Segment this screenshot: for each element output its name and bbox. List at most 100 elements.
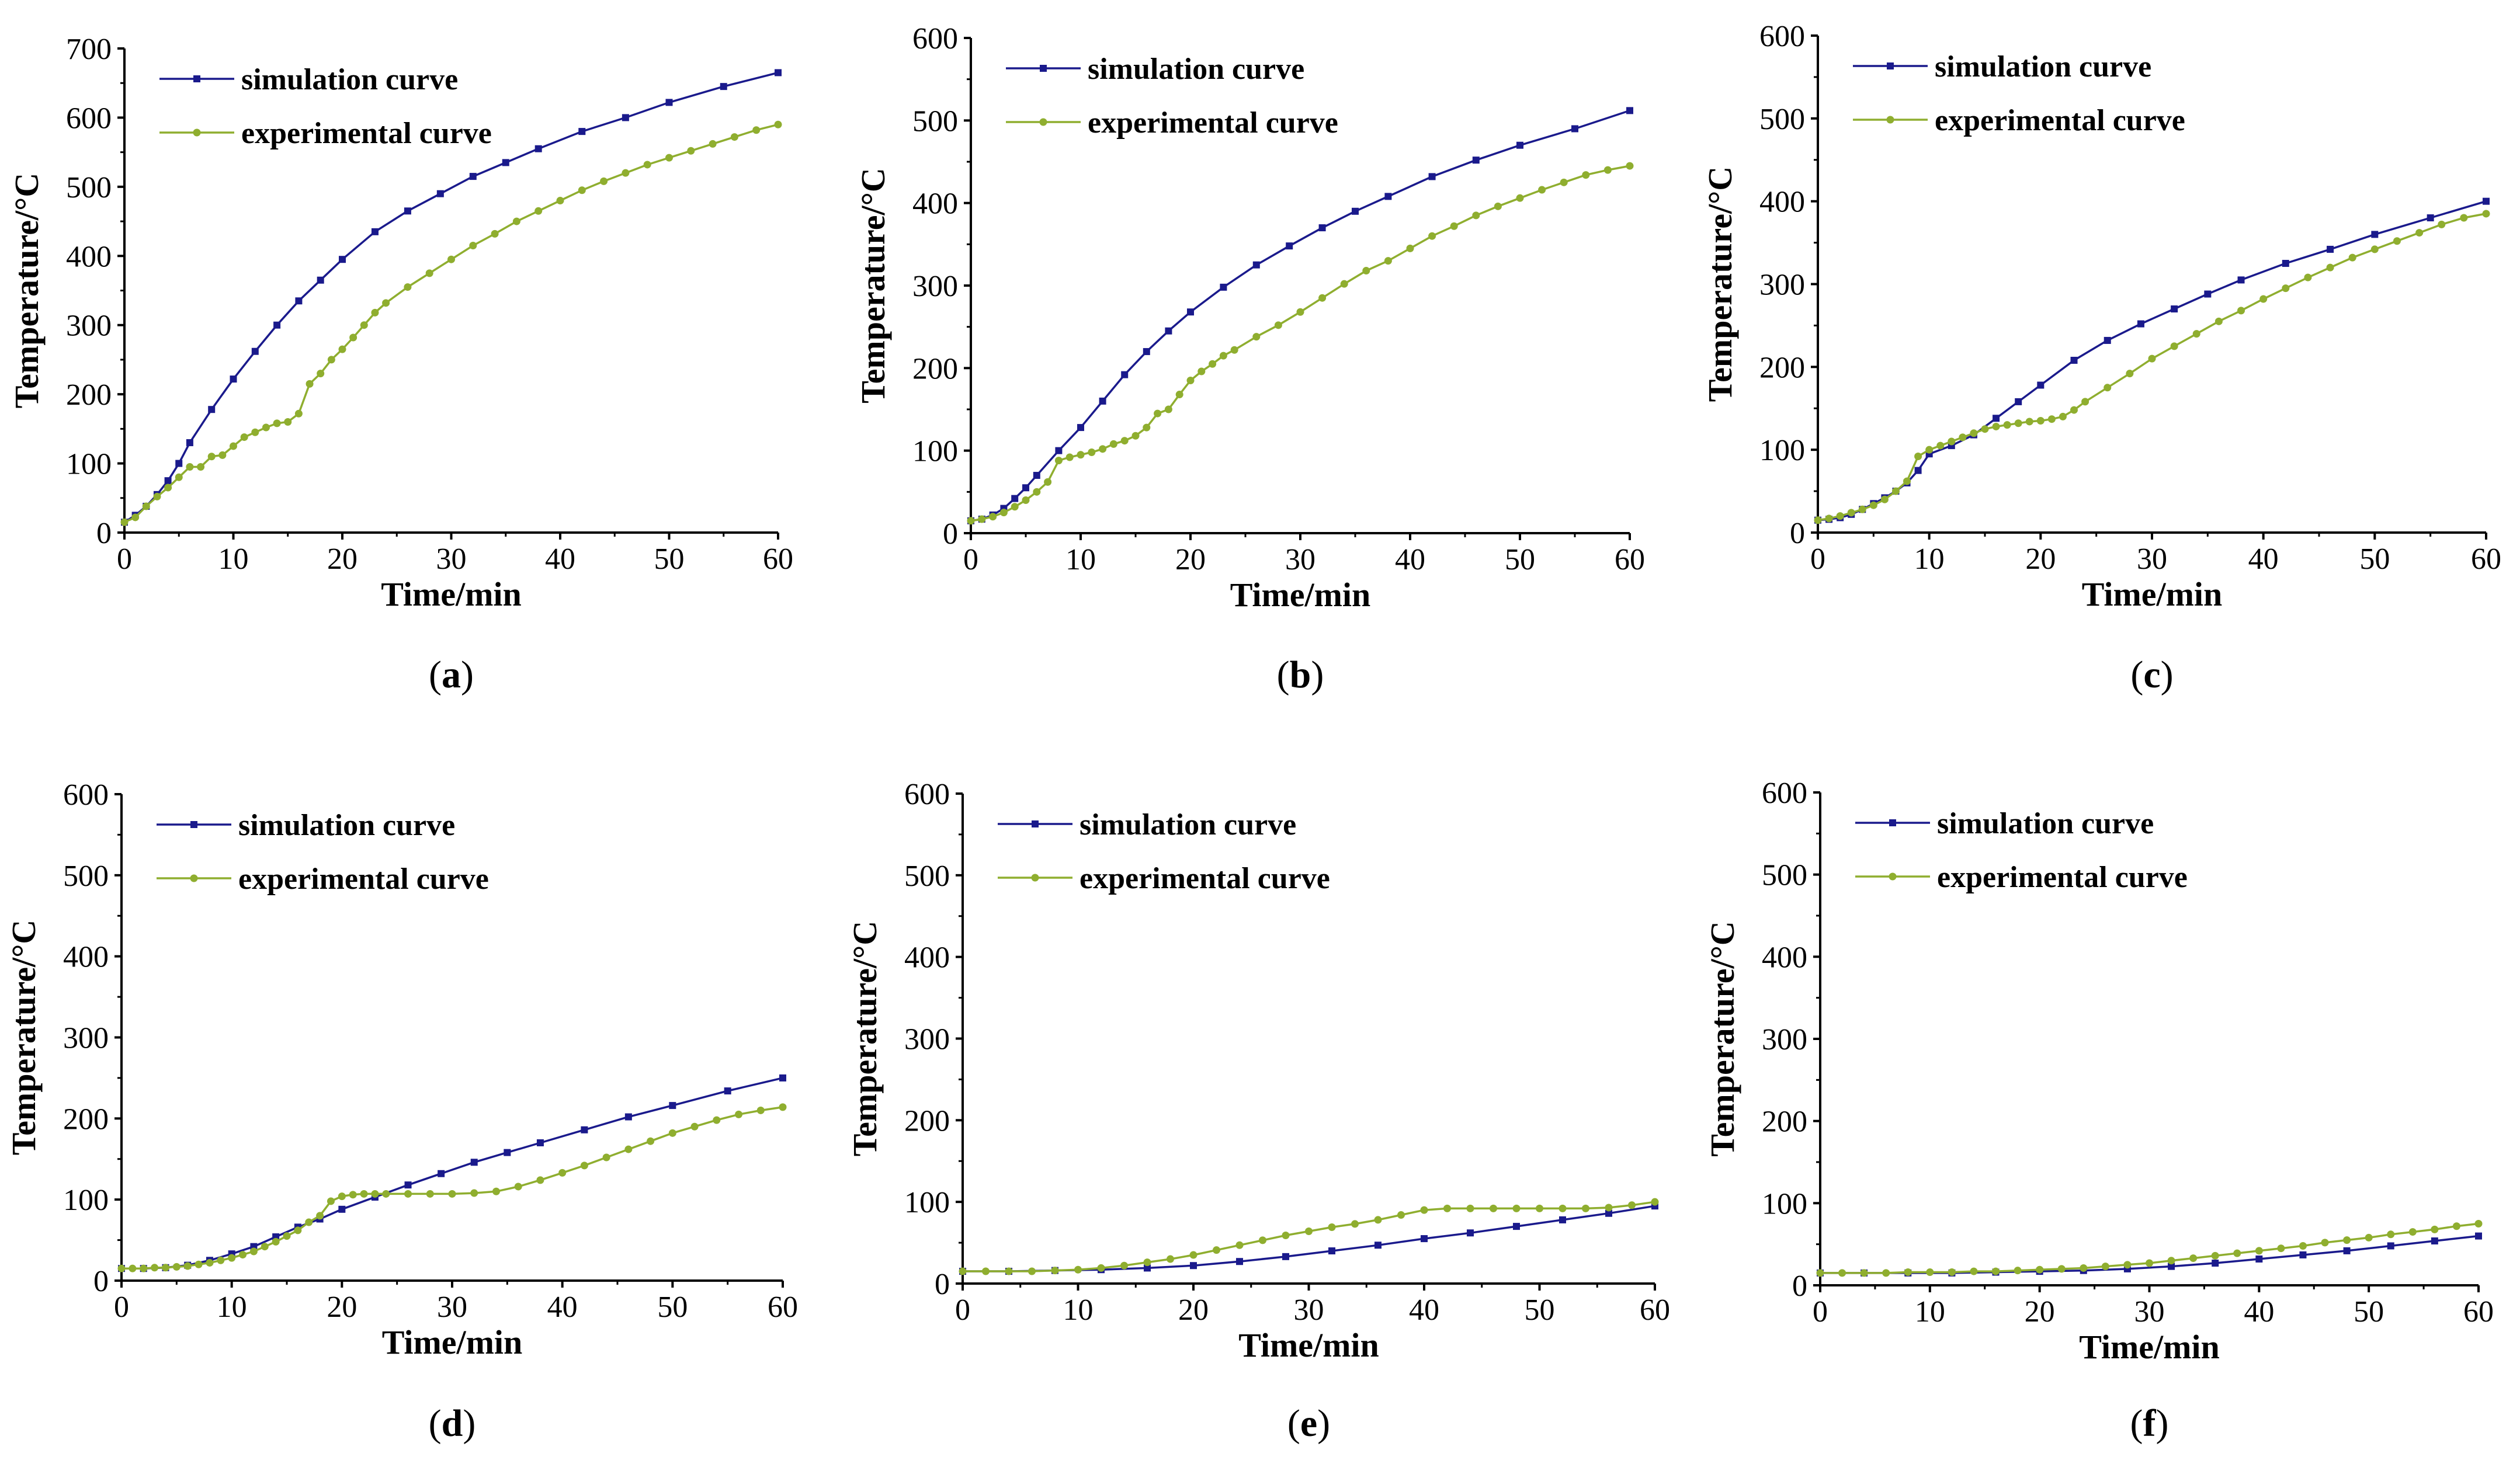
simulation-point — [1352, 207, 1359, 215]
experimental-point — [1397, 1211, 1405, 1219]
experimental-point — [1628, 1201, 1636, 1209]
experimental-point — [491, 229, 499, 238]
simulation-point — [1252, 261, 1260, 269]
experimental-point — [779, 1103, 787, 1111]
experimental-point — [1869, 501, 1877, 509]
experimental-series-line — [122, 1106, 783, 1270]
experimental-point — [643, 161, 651, 169]
y-tick-label: 100 — [66, 448, 112, 481]
simulation-point — [186, 439, 193, 447]
simulation-legend-marker — [190, 821, 197, 828]
simulation-point — [438, 1170, 445, 1177]
experimental-point — [580, 1162, 588, 1170]
x-tick-label: 40 — [1409, 1293, 1439, 1327]
simulation-point — [404, 207, 411, 215]
simulation-point — [1328, 1247, 1335, 1255]
experimental-point — [273, 419, 281, 427]
experimental-point — [1213, 1246, 1220, 1254]
x-tick-label: 20 — [2025, 543, 2056, 576]
experimental-legend-marker — [1031, 874, 1039, 882]
experimental-point — [2321, 1239, 2329, 1247]
x-tick-label: 30 — [1285, 543, 1315, 576]
y-tick-label: 600 — [63, 778, 109, 812]
experimental-point — [1825, 514, 1833, 523]
experimental-point — [284, 418, 292, 426]
simulation-legend-label: simulation curve — [1088, 53, 1304, 86]
simulation-point — [622, 114, 629, 121]
y-tick-label: 300 — [63, 1022, 109, 1055]
experimental-legend-label: experimental curve — [1937, 861, 2188, 894]
experimental-point — [2282, 284, 2290, 293]
y-tick-label: 100 — [904, 1186, 950, 1219]
experimental-point — [2101, 1263, 2109, 1271]
caption-letter: a — [442, 653, 461, 696]
experimental-point — [448, 1190, 456, 1198]
experimental-legend-marker — [1889, 872, 1897, 881]
experimental-point — [1428, 232, 1436, 240]
experimental-point — [556, 197, 564, 205]
caption-letter: b — [1290, 653, 1311, 696]
simulation-point — [1516, 141, 1523, 149]
experimental-point — [1914, 453, 1922, 461]
simulation-point — [2137, 320, 2144, 328]
simulation-point — [1384, 193, 1392, 200]
experimental-point — [1603, 166, 1612, 174]
experimental-point — [1406, 244, 1414, 252]
experimental-point — [1209, 360, 1217, 368]
experimental-point — [1926, 1268, 1934, 1276]
simulation-point — [1121, 371, 1129, 378]
experimental-legend-marker — [190, 874, 198, 882]
simulation-point — [339, 256, 346, 263]
experimental-point — [1560, 178, 1568, 186]
experimental-point — [382, 1190, 390, 1198]
simulation-point — [1220, 283, 1227, 291]
simulation-point — [2371, 231, 2379, 238]
experimental-point — [1538, 186, 1546, 194]
experimental-point — [1882, 1269, 1890, 1277]
experimental-point — [2255, 1247, 2263, 1255]
experimental-point — [195, 1260, 203, 1268]
experimental-point — [1154, 409, 1162, 418]
simulation-point — [2212, 1260, 2219, 1267]
experimental-point — [622, 169, 630, 177]
simulation-point — [624, 1113, 632, 1121]
y-axis-label: Temperature/°C — [8, 173, 46, 408]
experimental-point — [2167, 1257, 2175, 1265]
x-tick-label: 40 — [2248, 543, 2279, 576]
experimental-point — [1022, 496, 1030, 504]
caption-close-paren: ) — [2155, 1402, 2168, 1445]
experimental-point — [2003, 421, 2011, 429]
experimental-point — [2123, 1261, 2132, 1269]
experimental-point — [1051, 1267, 1059, 1275]
experimental-point — [262, 423, 270, 432]
experimental-point — [512, 217, 520, 225]
experimental-series-line — [963, 1201, 1655, 1272]
experimental-point — [1274, 321, 1282, 329]
simulation-point — [1144, 1264, 1151, 1272]
simulation-legend-marker — [1887, 62, 1894, 69]
experimental-point — [1011, 503, 1019, 511]
simulation-point — [1571, 125, 1578, 133]
experimental-point — [1259, 1236, 1266, 1244]
simulation-point — [1099, 397, 1106, 405]
y-axis-label: Temperature/°C — [854, 168, 892, 403]
caption-open-paren: ( — [429, 1402, 442, 1445]
x-tick-label: 10 — [217, 1291, 247, 1324]
experimental-point — [2343, 1236, 2351, 1244]
experimental-point — [1054, 457, 1063, 465]
simulation-point — [338, 1205, 346, 1213]
experimental-point — [2259, 295, 2268, 303]
experimental-point — [2474, 1220, 2483, 1227]
x-axis-label: Time/min — [2082, 575, 2223, 613]
y-tick-label: 500 — [912, 105, 958, 138]
simulation-legend-label: simulation curve — [1937, 807, 2154, 840]
experimental-point — [129, 1264, 137, 1272]
experimental-point — [1558, 1204, 1567, 1212]
experimental-point — [2415, 229, 2424, 237]
y-tick-label: 200 — [912, 352, 958, 385]
experimental-point — [1948, 1268, 1956, 1276]
experimental-point — [360, 321, 368, 329]
experimental-point — [1582, 171, 1590, 179]
x-tick-label: 0 — [114, 1291, 129, 1324]
caption-open-paren: ( — [429, 653, 442, 696]
